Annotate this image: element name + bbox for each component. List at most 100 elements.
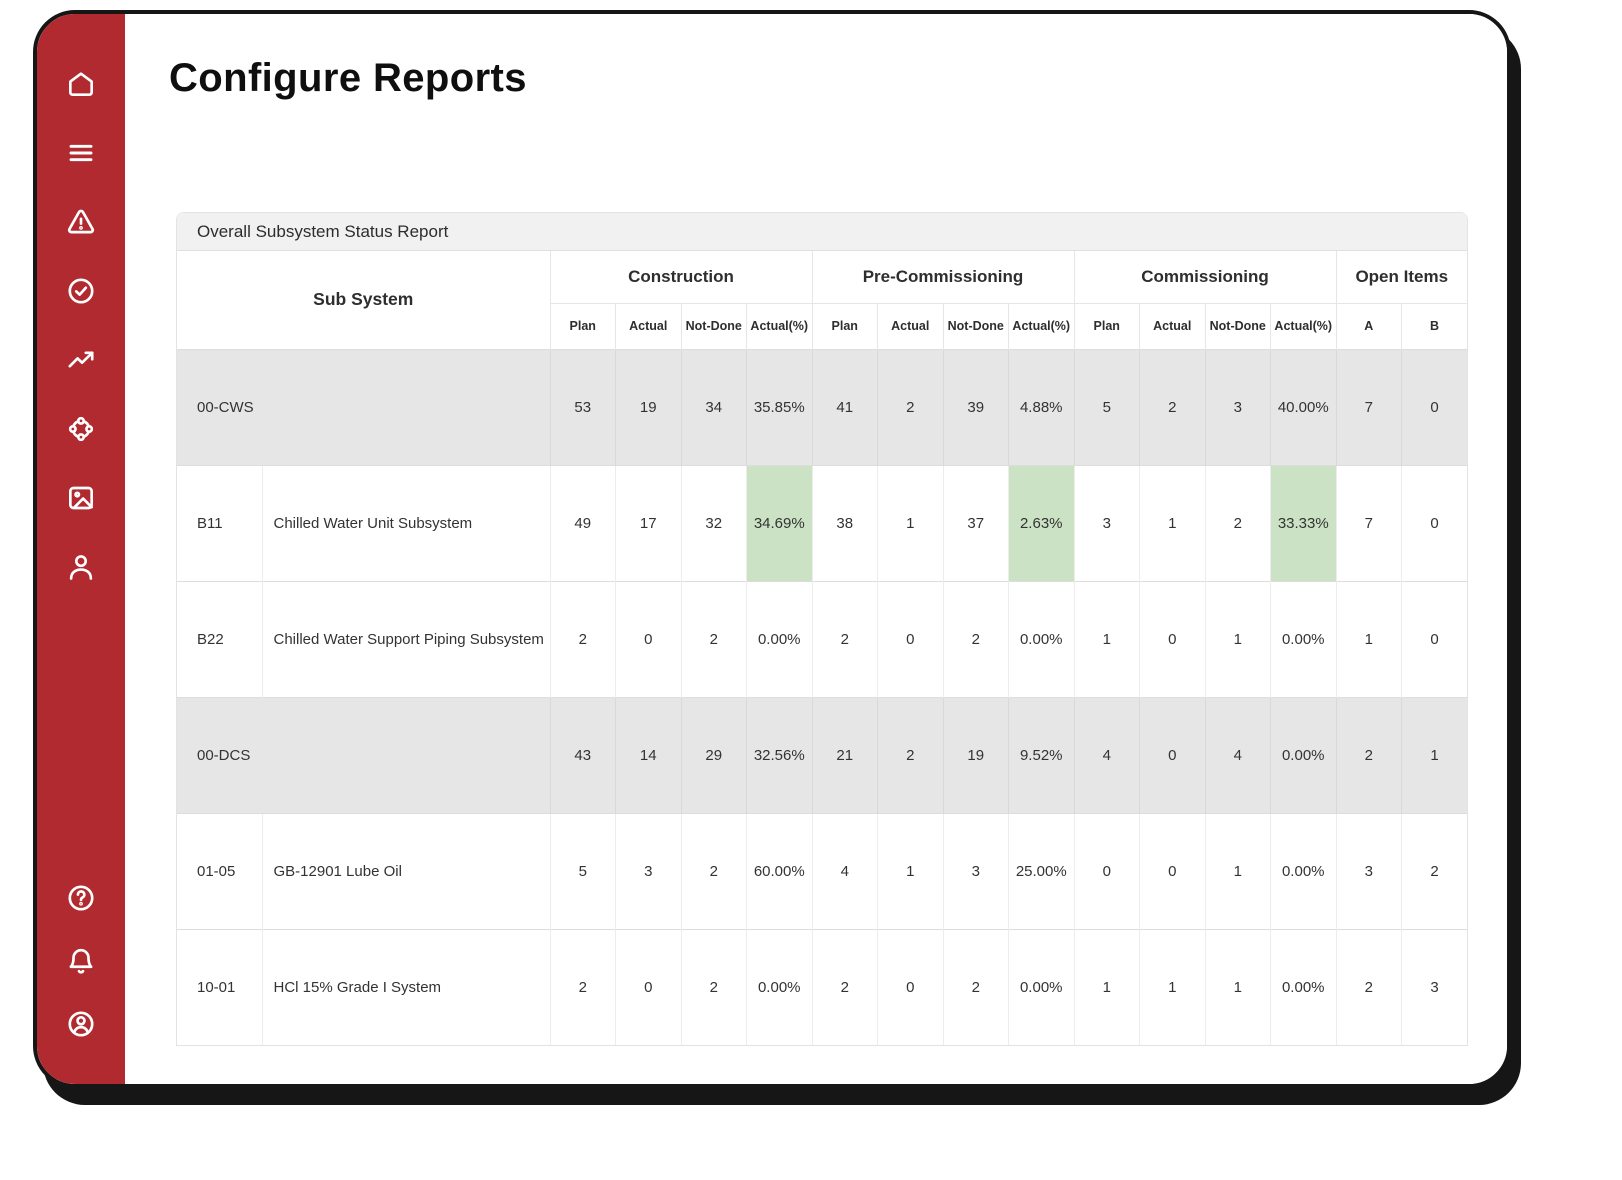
- cell: 4: [1073, 696, 1140, 813]
- trending-up-icon: [68, 351, 94, 368]
- report-card: Overall Subsystem Status Report Sub Syst…: [176, 212, 1468, 1046]
- cell: 3: [1204, 348, 1271, 465]
- cell: 0.00%: [1008, 928, 1074, 1045]
- table-row: B22 Chilled Water Support Piping Subsyst…: [177, 580, 1467, 697]
- cell: 1: [1204, 928, 1271, 1045]
- main-content: Configure Reports Overall Subsystem Stat…: [125, 14, 1507, 1084]
- sidebar-item-help[interactable]: [65, 882, 97, 914]
- cell: 41: [811, 348, 878, 465]
- cell: 0: [877, 928, 943, 1045]
- account-icon: [68, 1011, 94, 1037]
- cell: 0: [1401, 580, 1467, 697]
- subsystem-code: 00-CWS: [177, 348, 550, 465]
- cell: 19: [615, 348, 681, 465]
- sidebar-item-menu[interactable]: [65, 137, 97, 169]
- sidebar-item-notifications[interactable]: [65, 945, 97, 977]
- column-group-commissioning: Commissioning: [1073, 251, 1336, 304]
- cell: 3: [942, 812, 1009, 929]
- cell: 60.00%: [746, 812, 812, 929]
- cell: 35.85%: [746, 348, 812, 465]
- sidebar-item-network[interactable]: [65, 413, 97, 445]
- check-circle-icon: [68, 278, 94, 304]
- cell: 3: [615, 812, 681, 929]
- table-row: 10-01 HCl 15% Grade I System 2 0 2 0.00%…: [177, 928, 1467, 1045]
- column-header: Plan: [811, 303, 878, 349]
- cell: 0: [615, 580, 681, 697]
- bell-icon: [69, 948, 93, 974]
- cell: 2: [680, 580, 747, 697]
- cell: 0: [1139, 812, 1205, 929]
- subsystem-code: 10-01: [177, 928, 262, 1045]
- subsystem-name: HCl 15% Grade I System: [261, 928, 550, 1045]
- cell: 0.00%: [1270, 580, 1336, 697]
- cell: 3: [1073, 464, 1140, 581]
- sidebar-item-tasks[interactable]: [65, 275, 97, 307]
- cell: 0: [1139, 580, 1205, 697]
- page-title: Configure Reports: [169, 56, 527, 100]
- column-header: B: [1401, 303, 1467, 349]
- column-group-open-items: Open Items: [1335, 251, 1467, 304]
- cell-highlighted: 34.69%: [746, 464, 812, 581]
- cell: 2: [680, 812, 747, 929]
- cell: 0: [1401, 348, 1467, 465]
- cell: 7: [1335, 348, 1402, 465]
- cell: 43: [549, 696, 616, 813]
- subsystem-name: Chilled Water Unit Subsystem: [261, 464, 550, 581]
- sidebar-nav-top: [65, 68, 97, 583]
- column-header: A: [1335, 303, 1402, 349]
- cell: 2: [1139, 348, 1205, 465]
- table-row-group: 00-DCS 43 14 29 32.56% 21 2 19 9.52% 4 0…: [177, 696, 1467, 813]
- cell: 2: [811, 580, 878, 697]
- cell: 2: [680, 928, 747, 1045]
- cell: 1: [877, 464, 943, 581]
- cell: 1: [877, 812, 943, 929]
- cell: 19: [942, 696, 1009, 813]
- cell: 1: [1401, 696, 1467, 813]
- cell: 2: [1335, 928, 1402, 1045]
- cell: 53: [549, 348, 616, 465]
- cell: 2: [1335, 696, 1402, 813]
- column-header: Plan: [1073, 303, 1140, 349]
- cell: 1: [1335, 580, 1402, 697]
- cell: 3: [1401, 928, 1467, 1045]
- cell: 0.00%: [1008, 580, 1074, 697]
- sidebar-item-gallery[interactable]: [65, 482, 97, 514]
- cell: 2: [549, 928, 616, 1045]
- sidebar-item-alerts[interactable]: [65, 206, 97, 238]
- cell: 1: [1139, 464, 1205, 581]
- sidebar-item-account[interactable]: [65, 1008, 97, 1040]
- column-header: Actual: [615, 303, 681, 349]
- cell: 0.00%: [1270, 812, 1336, 929]
- cell: 2: [942, 928, 1009, 1045]
- column-header: Not-Done: [680, 303, 747, 349]
- cell: 0: [1401, 464, 1467, 581]
- cell: 32: [680, 464, 747, 581]
- table-row: B11 Chilled Water Unit Subsystem 49 17 3…: [177, 464, 1467, 581]
- hub-icon: [68, 416, 94, 442]
- subsystem-status-table: Sub System Construction Pre-Commissionin…: [177, 251, 1467, 1045]
- app-window: Configure Reports Overall Subsystem Stat…: [33, 10, 1511, 1088]
- cell: 21: [811, 696, 878, 813]
- cell: 1: [1073, 928, 1140, 1045]
- sidebar-item-trends[interactable]: [65, 344, 97, 376]
- cell: 2: [1401, 812, 1467, 929]
- sidebar-item-users[interactable]: [65, 551, 97, 583]
- cell: 4: [811, 812, 878, 929]
- cell: 2: [811, 928, 878, 1045]
- cell: 39: [942, 348, 1009, 465]
- warning-icon: [67, 209, 95, 234]
- cell: 5: [549, 812, 616, 929]
- cell: 4: [1204, 696, 1271, 813]
- cell: 34: [680, 348, 747, 465]
- cell: 2: [877, 348, 943, 465]
- column-header: Actual: [1139, 303, 1205, 349]
- cell: 0: [877, 580, 943, 697]
- sidebar-item-home[interactable]: [65, 68, 97, 100]
- column-group-pre-commissioning: Pre-Commissioning: [811, 251, 1074, 304]
- table-row-group: 00-CWS 53 19 34 35.85% 41 2 39 4.88% 5 2…: [177, 348, 1467, 465]
- cell: 5: [1073, 348, 1140, 465]
- cell: 0.00%: [746, 928, 812, 1045]
- cell: 49: [549, 464, 616, 581]
- cell: 2: [549, 580, 616, 697]
- cell: 1: [1204, 580, 1271, 697]
